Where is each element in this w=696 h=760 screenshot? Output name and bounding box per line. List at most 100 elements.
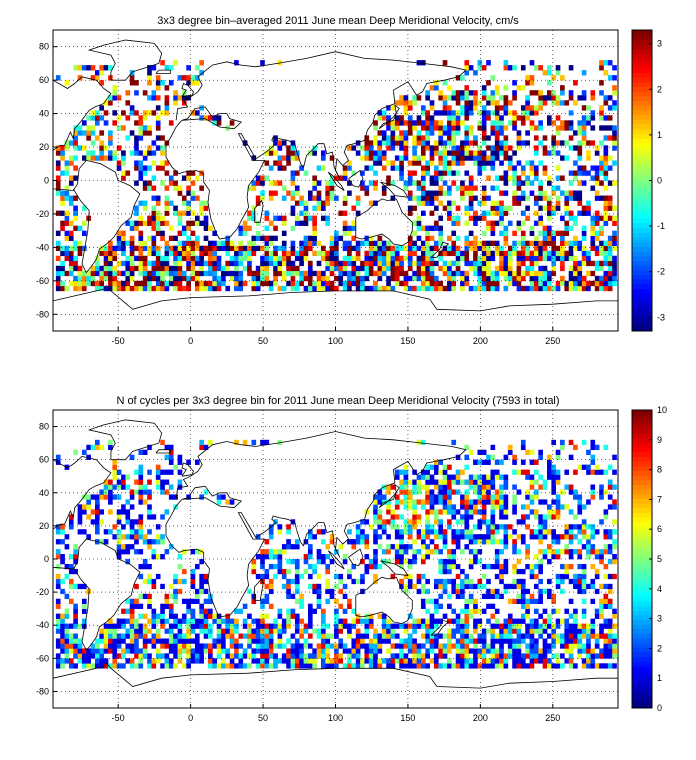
bin-cell: [377, 235, 383, 241]
bin-cell: [112, 653, 118, 659]
bin-cell: [473, 235, 478, 241]
bin-cell: [486, 474, 491, 480]
bin-cell: [594, 638, 600, 644]
bin-cell: [434, 110, 439, 116]
bin-cell: [173, 90, 178, 96]
bin-cell: [573, 265, 578, 272]
bin-cell: [490, 90, 496, 96]
bin-cell: [486, 494, 491, 500]
bin-cell: [529, 479, 535, 485]
bin-cell: [425, 285, 430, 292]
bin-cell: [242, 140, 248, 146]
bin-cell: [381, 150, 387, 156]
bin-cell: [494, 658, 500, 664]
bin-cell: [138, 265, 144, 272]
bin-cell: [112, 280, 118, 287]
bin-cell: [147, 563, 152, 570]
bin-cell: [412, 559, 417, 565]
bin-cell: [173, 618, 178, 624]
bin-cell: [90, 125, 96, 131]
bin-cell: [116, 519, 122, 525]
bin-cell: [399, 280, 404, 287]
bin-cell: [451, 160, 457, 166]
bin-cell: [86, 280, 91, 287]
bin-cell: [403, 464, 409, 470]
bin-cell: [368, 250, 374, 257]
bin-cell: [242, 255, 248, 262]
bin-cell: [73, 280, 78, 287]
bin-cell: [86, 658, 91, 664]
bin-cell: [338, 603, 344, 609]
bin-cell: [420, 633, 426, 639]
bin-cell: [95, 529, 100, 535]
bin-cell: [381, 130, 387, 136]
bin-cell: [507, 598, 513, 604]
bin-cell: [516, 195, 522, 201]
bin-cell: [420, 280, 426, 287]
bin-cell: [138, 648, 144, 654]
bin-cell: [434, 663, 439, 669]
bin-cell: [151, 175, 157, 181]
bin-cell: [438, 125, 444, 131]
bin-cell: [108, 648, 113, 654]
bin-cell: [403, 474, 409, 480]
bin-cell: [273, 653, 278, 659]
bin-cell: [394, 514, 400, 520]
bin-cell: [377, 514, 383, 520]
bin-cell: [512, 459, 517, 465]
bin-cell: [416, 275, 422, 282]
bin-cell: [155, 648, 161, 654]
bin-cell: [342, 210, 348, 216]
bin-cell: [477, 265, 483, 272]
bin-cell: [186, 280, 191, 287]
bin-cell: [429, 539, 435, 545]
bin-cell: [321, 608, 326, 614]
bin-cell: [473, 220, 478, 226]
bin-cell: [164, 240, 170, 247]
bin-cell: [173, 494, 178, 500]
bin-cell: [77, 245, 83, 252]
colorbar-swatch: [632, 67, 652, 73]
bin-cell: [368, 559, 374, 565]
bin-cell: [160, 539, 165, 545]
bin-cell: [481, 534, 487, 540]
bin-cell: [438, 200, 444, 206]
bin-cell: [334, 285, 339, 292]
bin-cell: [407, 120, 413, 126]
bin-cell: [286, 155, 291, 161]
bin-cell: [612, 613, 617, 619]
bin-cell: [551, 499, 557, 505]
bin-cell: [377, 643, 383, 649]
bin-cell: [294, 539, 300, 545]
bin-cell: [138, 160, 144, 166]
bin-cell: [564, 195, 570, 201]
bin-cell: [577, 563, 583, 570]
bin-cell: [95, 255, 100, 262]
bin-cell: [447, 85, 452, 91]
bin-cell: [64, 285, 70, 292]
bin-cell: [112, 484, 118, 490]
bin-cell: [481, 250, 487, 257]
bin-cell: [108, 479, 113, 485]
bin-cell: [451, 110, 457, 116]
bin-cell: [155, 484, 161, 490]
bin-cell: [103, 623, 109, 629]
bin-cell: [594, 613, 600, 619]
bin-cell: [86, 663, 91, 669]
bin-cell: [542, 484, 548, 490]
bin-cell: [442, 544, 448, 550]
bin-cell: [81, 449, 87, 455]
bin-cell: [355, 633, 361, 639]
bin-cell: [568, 270, 574, 277]
bin-cell: [277, 623, 283, 629]
bin-cell: [199, 658, 204, 664]
bin-cell: [381, 638, 387, 644]
bin-cell: [260, 60, 265, 66]
bin-cell: [420, 255, 426, 262]
bin-cell: [64, 628, 70, 634]
bin-cell: [451, 145, 457, 151]
coastline: [380, 181, 409, 198]
bin-cell: [229, 255, 235, 262]
bin-cell: [399, 130, 404, 136]
bin-cell: [138, 593, 144, 600]
